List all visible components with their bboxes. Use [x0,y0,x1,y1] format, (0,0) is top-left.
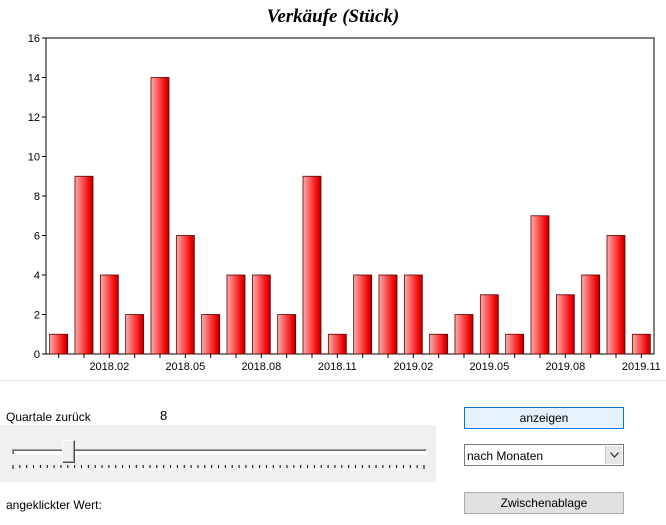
bar-2019.11[interactable] [631,333,651,355]
bar-2018.12[interactable] [353,274,373,355]
bar-2019.04[interactable] [454,314,474,355]
x-tick-label: 2018.05 [165,361,205,373]
x-tick-label: 2019.05 [469,361,509,373]
quarters-slider-track[interactable] [12,449,427,455]
chevron-down-icon[interactable] [605,446,622,464]
bar-2019.10[interactable] [606,235,626,355]
x-tick-label: 2018.08 [241,361,281,373]
bar-2019.07[interactable] [530,215,550,355]
quarters-slider-thumb[interactable] [61,440,75,463]
y-tick-label: 6 [34,231,40,243]
bar-2019.08[interactable] [555,294,575,355]
y-tick-label: 2 [34,310,40,322]
chart-title: Verkäufe (Stück) [266,6,400,27]
bar-2019.01[interactable] [378,274,398,355]
bar-2018.07[interactable] [226,274,246,355]
bar-2018.01[interactable] [74,175,94,355]
bar-2018.09[interactable] [277,314,297,355]
period-select[interactable]: nach Monaten [464,444,624,466]
x-tick-label: 2018.02 [89,361,129,373]
x-tick-label: 2019.11 [622,361,661,373]
bar-2019.09[interactable] [581,274,601,355]
x-tick-label: 2019.08 [545,361,585,373]
y-tick-label: 16 [28,33,40,45]
bar-2018.06[interactable] [201,314,221,355]
bar-2018.03[interactable] [125,314,145,355]
bar-chart[interactable]: 0 2 4 6 8 10 12 14 16 2018.02 2018.05 2018.08 2018.… [0,0,666,378]
bar-2019.05[interactable] [479,294,499,355]
bar-2019.03[interactable] [429,333,449,355]
bar-2018.02[interactable] [99,274,119,355]
bar-2017.12[interactable] [49,333,69,355]
x-tick-label: 2018.11 [318,361,357,373]
plot-frame [45,37,655,355]
bar-2019.02[interactable] [403,274,423,355]
y-tick-label: 12 [28,112,40,124]
divider [0,380,666,381]
y-tick-label: 4 [34,270,40,282]
y-tick-label: 14 [28,73,40,85]
chart-area: Verkäufe (Stück) 0 2 4 6 8 10 12 14 16 2018.02 20… [0,0,666,378]
clicked-value-label: angeklickter Wert: [6,498,102,512]
y-tick-label: 10 [28,152,40,164]
bar-2018.11[interactable] [327,333,347,355]
quarters-slider-panel [0,425,436,482]
period-select-value: nach Monaten [467,449,544,463]
bar-2018.05[interactable] [175,235,195,355]
show-button[interactable]: anzeigen [464,407,624,429]
y-tick-label: 8 [34,191,40,203]
y-tick-label: 0 [34,349,40,361]
x-tick-label: 2019.02 [393,361,433,373]
quarters-back-label: Quartale zurück [6,410,91,424]
clipboard-button[interactable]: Zwischenablage [464,492,624,514]
bar-2018.10[interactable] [302,175,322,355]
bar-2019.06[interactable] [505,333,525,355]
bar-2018.08[interactable] [251,274,271,355]
quarters-back-value: 8 [160,408,168,423]
bar-2018.04[interactable] [150,77,170,355]
